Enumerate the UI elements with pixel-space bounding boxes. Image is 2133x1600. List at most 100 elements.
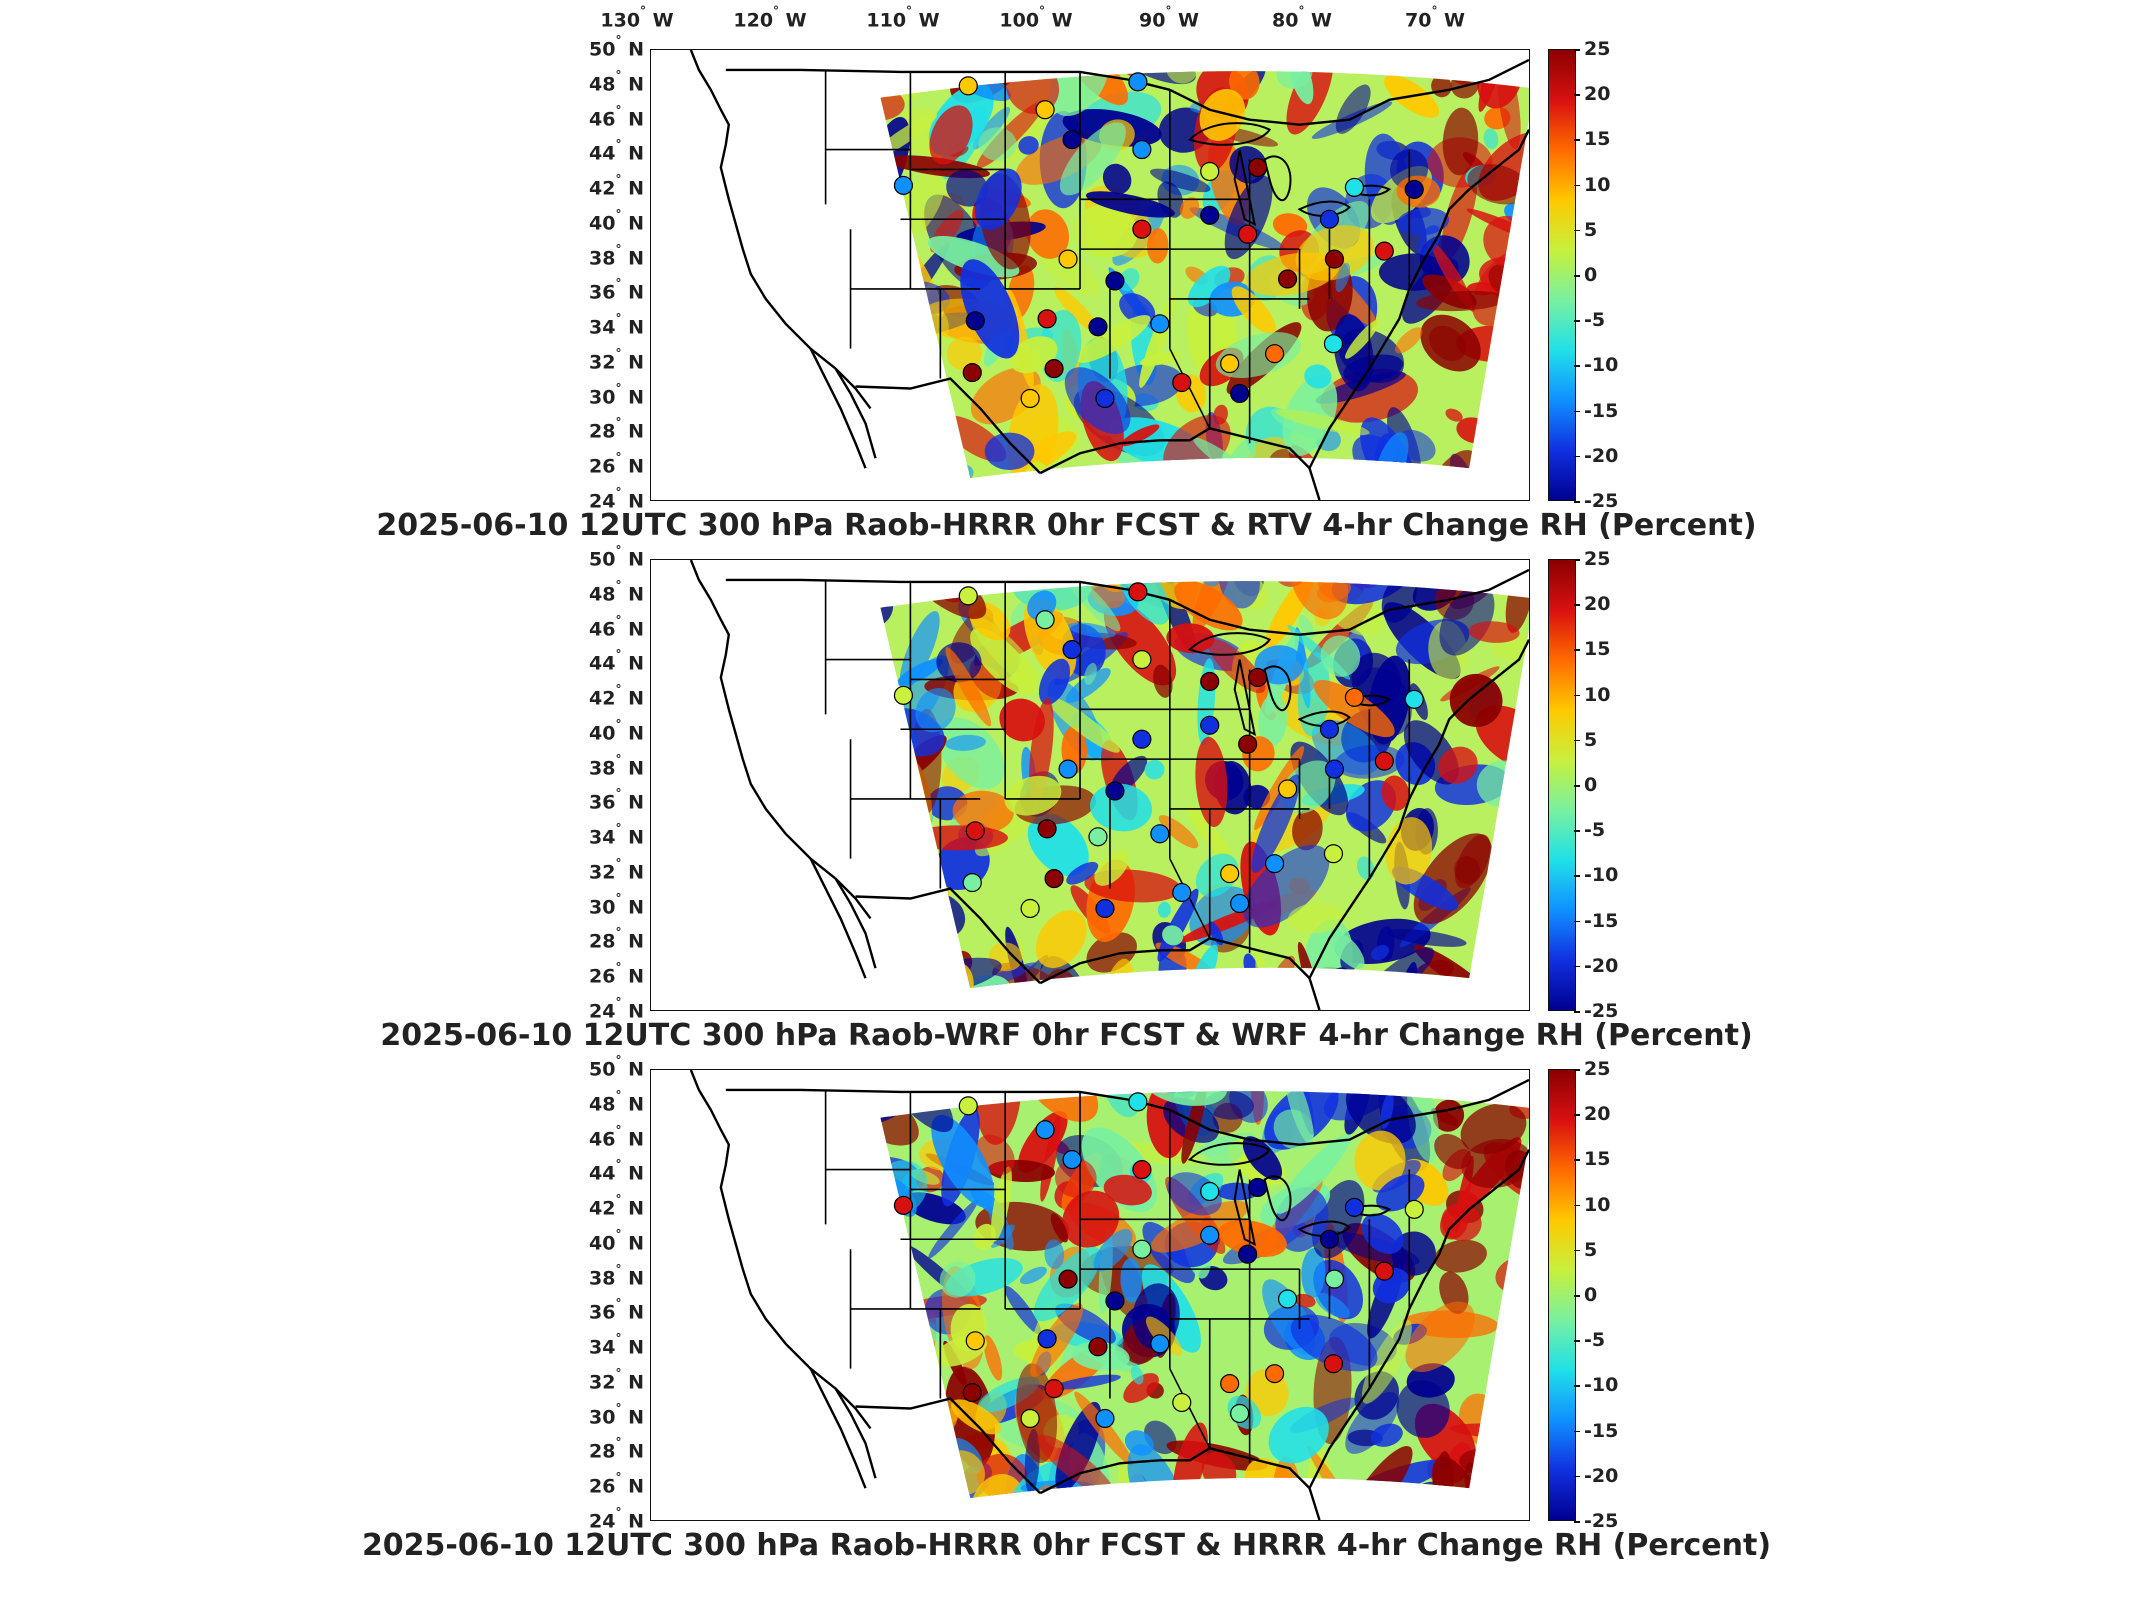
colorbar-tick-label: -20 — [1573, 444, 1619, 467]
latitude-label: 42° N — [589, 1192, 644, 1220]
colorbar-tick-label: -10 — [1573, 1374, 1619, 1397]
state-boundary — [1079, 581, 1171, 859]
coastline — [1308, 129, 1529, 469]
coastline — [1039, 427, 1321, 500]
state-boundary — [824, 1089, 1006, 1225]
latitude-label: 48° N — [589, 1088, 644, 1116]
panel-title: 2025-06-10 12UTC 300 hPa Raob-HRRR 0hr F… — [361, 1528, 1772, 1563]
colorbar-tick-label: -15 — [1573, 399, 1619, 422]
raob-station-marker — [1265, 1364, 1285, 1384]
raob-station-marker — [893, 685, 914, 705]
raob-station-marker — [965, 821, 985, 841]
raob-station-marker — [1323, 844, 1344, 864]
rh-field-svg — [689, 50, 1529, 500]
coastline — [689, 50, 872, 410]
colorbar-tick-label: 25 — [1573, 1058, 1611, 1080]
raob-station-marker — [1035, 100, 1055, 120]
coastline — [809, 858, 877, 979]
coastline — [1308, 1149, 1529, 1489]
latitude-label: 24° N — [589, 995, 644, 1023]
colorbar-tick-label: -15 — [1573, 1419, 1619, 1442]
coastline — [1169, 568, 1529, 636]
raob-station-marker — [1105, 781, 1125, 801]
raob-station-marker — [962, 1383, 982, 1403]
lake-outline — [1297, 710, 1351, 727]
colorbar-tick-label: 5 — [1573, 728, 1598, 751]
raob-station-marker — [1404, 689, 1424, 709]
latitude-label: 36° N — [589, 786, 644, 815]
colorbar — [1548, 49, 1576, 501]
raob-station-marker — [1062, 1150, 1082, 1170]
raob-station-marker — [1044, 1379, 1064, 1399]
raob-station-marker — [1248, 1177, 1268, 1198]
state-boundary — [1109, 288, 1251, 444]
raob-station-marker — [1374, 241, 1394, 261]
raob-station-marker — [1044, 869, 1064, 889]
state-boundary — [900, 71, 1081, 290]
latitude-label: 26° N — [589, 960, 644, 988]
raob-station-marker — [1132, 1239, 1152, 1259]
map-panel-hrrr: 50° N 48° N 46° N 44° N 42° N 40° N 38° N 36° N… — [0, 1053, 2133, 1574]
raob-station-marker — [1150, 314, 1170, 334]
colorbar-tick-label: 25 — [1573, 38, 1611, 60]
latitude-label: 28° N — [589, 415, 644, 444]
rh-field — [880, 71, 1529, 479]
raob-station-marker — [1062, 130, 1082, 150]
latitude-label: 40° N — [589, 207, 644, 235]
raob-station-marker — [1020, 898, 1040, 919]
rh-change-map — [650, 1069, 1530, 1521]
latitude-label: 24° N — [589, 485, 644, 513]
map-boundaries — [689, 50, 1529, 500]
raob-station-marker — [1035, 610, 1055, 630]
latitude-label: 38° N — [589, 241, 644, 270]
rh-change-map — [650, 49, 1530, 501]
colorbar-tick-label: -20 — [1573, 954, 1619, 977]
raob-station-marker — [1319, 209, 1340, 229]
raob-station-marker — [1319, 1229, 1340, 1249]
latitude-label: 50° N — [589, 543, 644, 571]
raob-station-marker — [1200, 1181, 1220, 1202]
raob-station-marker — [1277, 1289, 1298, 1309]
raob-station-marker — [1200, 715, 1220, 735]
lake-outline — [1233, 149, 1257, 227]
latitude-label: 34° N — [589, 311, 644, 339]
raob-station-marker — [1265, 344, 1285, 364]
rh-field-svg — [689, 560, 1529, 1010]
raob-station-marker — [965, 311, 985, 331]
raob-station-marker — [958, 1096, 978, 1116]
raob-station-marker — [1344, 687, 1364, 707]
raob-station-marker — [1095, 898, 1115, 919]
colorbar-ticks: 25 20 15 10 5 0 -5 -10 -15 -20 -25 — [1573, 1058, 1644, 1532]
rh-field-svg — [689, 1070, 1529, 1520]
state-boundary — [849, 739, 981, 889]
latitude-label: 46° N — [589, 1122, 644, 1151]
colorbar-ticks: 25 20 15 10 5 0 -5 -10 -15 -20 -25 — [1573, 548, 1644, 1022]
state-boundary — [824, 579, 1006, 715]
raob-station-marker — [1037, 1329, 1057, 1349]
raob-station-marker — [1374, 1261, 1394, 1281]
coastline — [855, 1397, 1041, 1494]
raob-station-marker — [958, 76, 978, 96]
coastline — [1169, 58, 1529, 126]
latitude-label: 38° N — [589, 751, 644, 780]
state-boundary — [1169, 159, 1310, 309]
latitude-label: 32° N — [589, 1366, 644, 1394]
latitude-label: 42° N — [589, 682, 644, 710]
latitude-label: 50° N — [589, 1053, 644, 1081]
raob-station-marker — [1150, 1334, 1170, 1354]
colorbar-tick-label: 10 — [1573, 683, 1611, 706]
map-panel-rtv: 50° N 48° N 46° N 44° N 42° N 40° N 38° N 36° N… — [0, 33, 2133, 554]
raob-station-marker — [1088, 1337, 1108, 1357]
latitude-label: 50° N — [589, 33, 644, 61]
colorbar — [1548, 1069, 1576, 1521]
latitude-label: 42° N — [589, 172, 644, 200]
latitude-label: 30° N — [589, 381, 644, 409]
raob-stations — [893, 72, 1424, 409]
longitude-label: 70° W — [1404, 4, 1466, 32]
raob-station-marker — [1404, 179, 1424, 199]
colorbar-tick-label: 15 — [1573, 638, 1611, 661]
state-boundary — [900, 1091, 1081, 1310]
longitude-label: 100° W — [999, 4, 1073, 32]
raob-station-marker — [1172, 1392, 1192, 1413]
raob-station-marker — [1323, 334, 1344, 354]
